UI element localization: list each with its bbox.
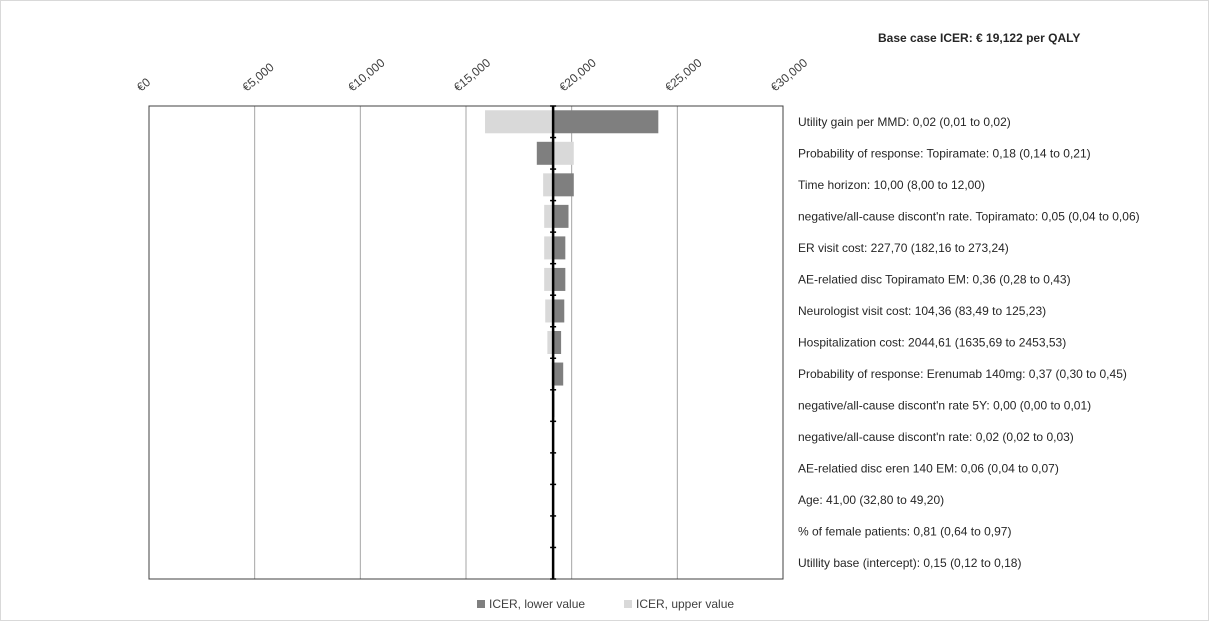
bar-upper-value bbox=[553, 141, 574, 165]
legend-label: ICER, lower value bbox=[489, 597, 585, 611]
x-tick-label: €25,000 bbox=[662, 55, 704, 94]
parameter-label: AE-relatied disc eren 140 EM: 0,06 (0,04… bbox=[798, 462, 1059, 476]
parameter-label: negative/all-cause discont'n rate: 0,02 … bbox=[798, 430, 1074, 444]
parameter-label: negative/all-cause discont'n rate. Topir… bbox=[798, 209, 1140, 223]
bar-upper-value bbox=[544, 236, 554, 260]
parameter-label: Utillity base (intercept): 0,15 (0,12 to… bbox=[798, 556, 1021, 570]
bar-lower-value bbox=[553, 267, 566, 291]
x-tick-label: €20,000 bbox=[557, 55, 599, 94]
bar-lower-value bbox=[553, 331, 562, 354]
x-tick-label: €15,000 bbox=[451, 55, 493, 94]
legend-swatch bbox=[624, 600, 632, 608]
parameter-labels: Utility gain per MMD: 0,02 (0,01 to 0,02… bbox=[798, 115, 1140, 570]
bar-upper-value bbox=[547, 331, 554, 354]
parameter-label: % of female patients: 0,81 (0,64 to 0,97… bbox=[798, 525, 1011, 539]
x-tick-label: €10,000 bbox=[345, 55, 387, 94]
x-tick-label: €0 bbox=[134, 75, 153, 95]
bar-lower-value bbox=[553, 299, 565, 323]
bar-lower-value bbox=[553, 204, 569, 228]
parameter-label: Age: 41,00 (32,80 to 49,20) bbox=[798, 493, 944, 507]
bar-lower-value bbox=[536, 141, 554, 165]
x-tick-label: €5,000 bbox=[240, 60, 277, 95]
parameter-label: AE-relatied disc Topiramato EM: 0,36 (0,… bbox=[798, 272, 1071, 286]
plot-area bbox=[148, 105, 784, 580]
bar-upper-value bbox=[543, 173, 554, 197]
legend-swatch bbox=[477, 600, 485, 608]
parameter-label: Utility gain per MMD: 0,02 (0,01 to 0,02… bbox=[798, 115, 1011, 129]
parameter-label: ER visit cost: 227,70 (182,16 to 273,24) bbox=[798, 241, 1009, 255]
parameter-label: Neurologist visit cost: 104,36 (83,49 to… bbox=[798, 304, 1046, 318]
base-line-layer bbox=[550, 105, 557, 580]
bar-upper-value bbox=[485, 110, 554, 134]
bar-lower-value bbox=[553, 173, 574, 197]
chart-title: Base case ICER: € 19,122 per QALY bbox=[878, 31, 1080, 45]
legend-label: ICER, upper value bbox=[636, 597, 734, 611]
x-axis-ticks: €0 €5,000 €10,000 €15,000 €20,000 €25,000 €30,… bbox=[134, 55, 810, 94]
bar-lower-value bbox=[553, 236, 566, 260]
bar-upper-value bbox=[544, 204, 554, 228]
parameter-label: Time horizon: 10,00 (8,00 to 12,00) bbox=[798, 178, 985, 192]
parameter-label: Probability of response: Topiramate: 0,1… bbox=[798, 146, 1091, 160]
grid-layer bbox=[254, 106, 678, 579]
parameter-label: Hospitalization cost: 2044,61 (1635,69 t… bbox=[798, 336, 1066, 350]
bar-lower-value bbox=[553, 110, 659, 134]
bar-lower-value bbox=[553, 362, 564, 386]
parameter-label: Probability of response: Erenumab 140mg:… bbox=[798, 367, 1127, 381]
x-tick-label: €30,000 bbox=[768, 55, 810, 94]
bar-upper-value bbox=[544, 267, 554, 291]
parameter-label: negative/all-cause discont'n rate 5Y: 0,… bbox=[798, 399, 1091, 413]
legend: ICER, lower value ICER, upper value bbox=[477, 597, 734, 611]
bar-upper-value bbox=[545, 299, 554, 323]
